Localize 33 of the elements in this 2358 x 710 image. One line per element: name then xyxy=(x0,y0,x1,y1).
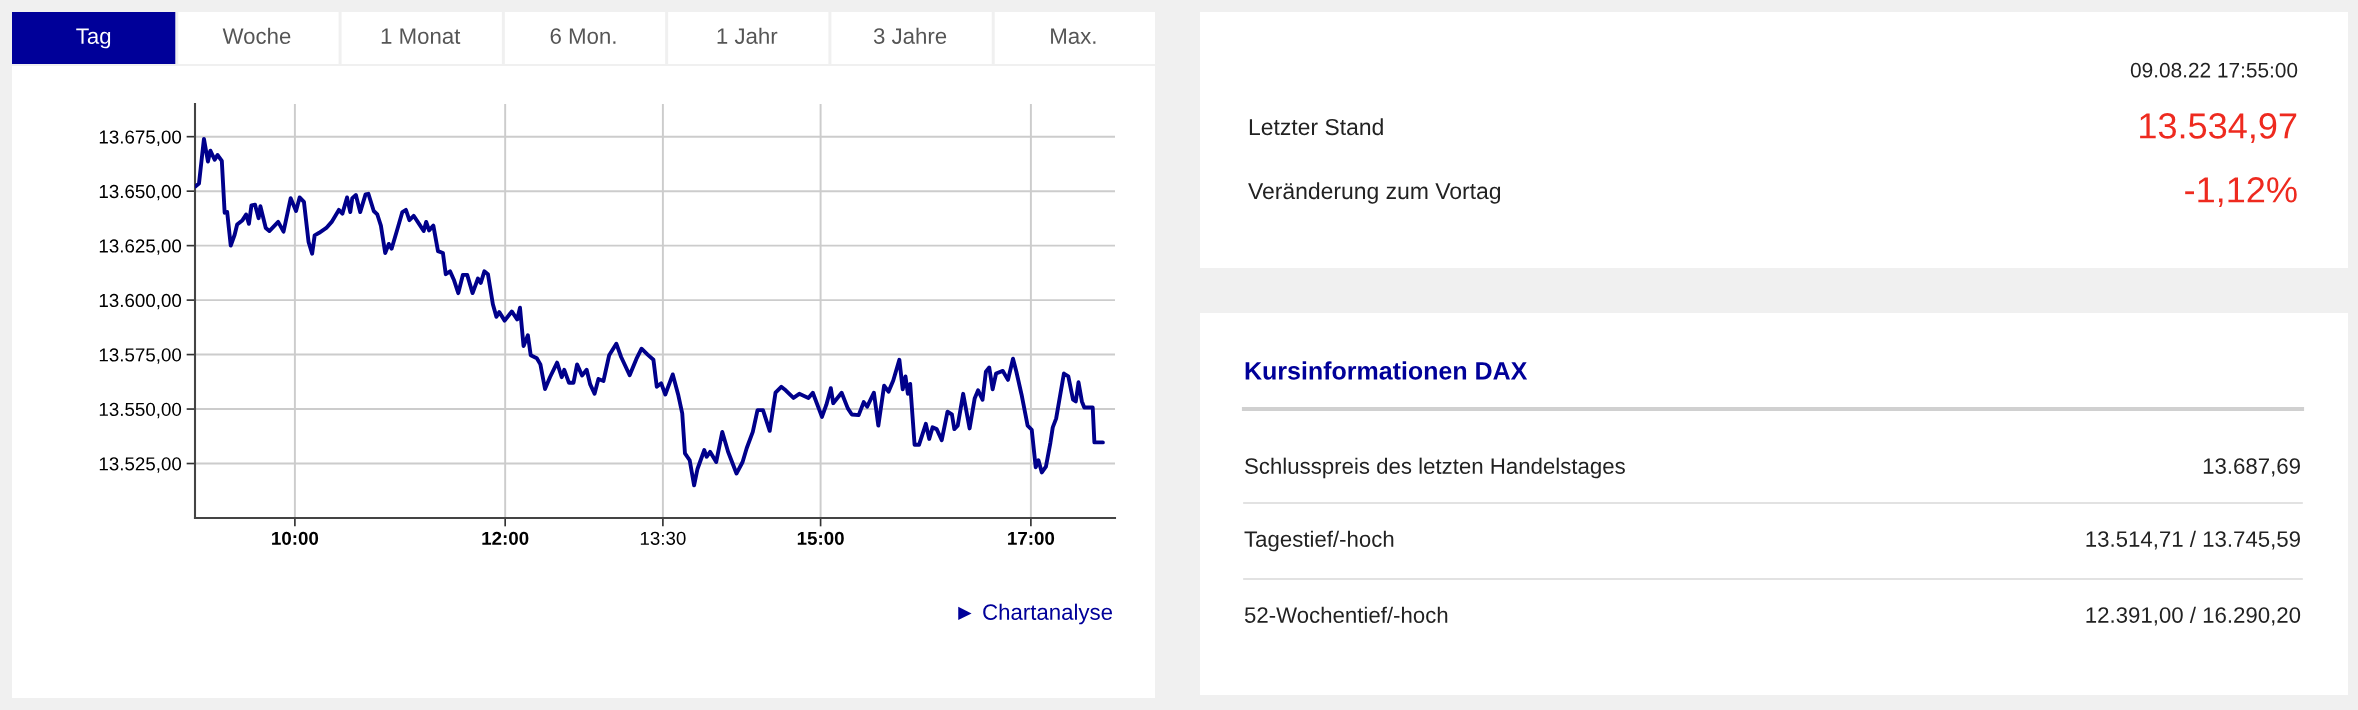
y-tick-label: 13.550,00 xyxy=(99,402,182,419)
text: 13.514,71 / 13.745,59 xyxy=(2086,530,2300,550)
y-tick-label: 13.675,00 xyxy=(99,130,182,146)
y-tick-label: 13.525,00 xyxy=(99,457,182,473)
text: Woche xyxy=(222,27,291,44)
text: Letzter Stand xyxy=(1249,118,1383,136)
x-tick-label: 13:30 xyxy=(640,531,686,545)
text: 12.391,00 / 16.290,20 xyxy=(2086,606,2301,626)
text: 1 Jahr xyxy=(717,27,778,44)
y-tick-label: 13.600,00 xyxy=(99,293,182,310)
text: Kursinformationen DAX xyxy=(1245,361,1528,380)
text: 3 Jahre xyxy=(873,27,947,44)
text: 52-Wochentief/-hoch xyxy=(1244,606,1448,623)
text: 09.08.22 17:55:00 xyxy=(2130,62,2298,78)
text: 6 Mon. xyxy=(550,28,616,44)
x-tick-label: 15:00 xyxy=(797,531,844,545)
y-tick-label: 13.650,00 xyxy=(99,184,182,201)
text: 13.534,97 xyxy=(2140,113,2297,143)
x-tick-label: 17:00 xyxy=(1008,531,1055,545)
x-tick-label: 10:00 xyxy=(272,531,319,545)
x-tick-label: 12:00 xyxy=(482,531,529,545)
text: Schlusspreis des letzten Handelstages xyxy=(1245,457,1625,479)
text: Tagestief/-hoch xyxy=(1244,530,1394,552)
y-tick-label: 13.625,00 xyxy=(99,239,182,255)
text: ► Chartanalyse xyxy=(958,603,1113,625)
text: Max. xyxy=(1051,28,1096,44)
text: 13.687,69 xyxy=(2203,458,2300,477)
text: Veränderung zum Vortag xyxy=(1248,182,1501,204)
line-series xyxy=(195,136,1105,488)
text: 1 Monat xyxy=(381,28,461,44)
y-tick-label: 13.575,00 xyxy=(99,348,182,364)
text: Tag xyxy=(76,28,111,49)
text: -1,12% xyxy=(2185,177,2297,207)
